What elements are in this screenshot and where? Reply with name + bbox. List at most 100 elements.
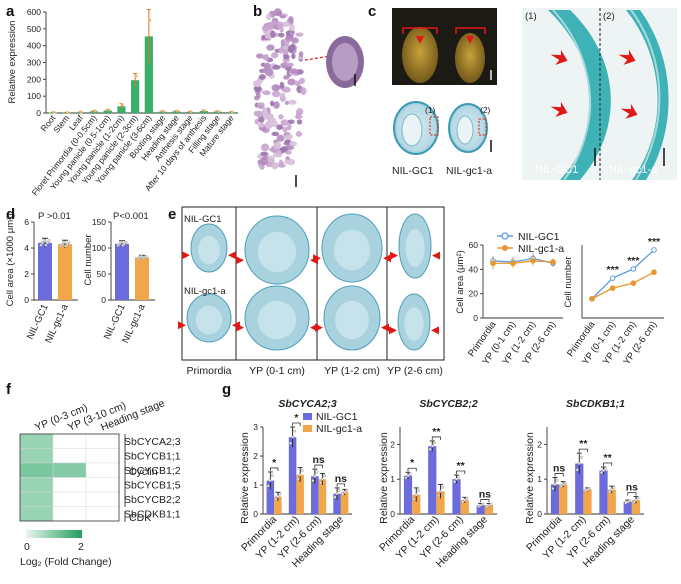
panel-e-col-label-1: Primordia [187,365,232,377]
panel-f-row-label: SbCYCB1;5 [124,480,181,492]
panel-g-point [268,479,272,483]
panel-g-bar [575,463,584,514]
panel-b-cell [278,159,284,168]
panel-g-bar [460,500,469,514]
panel-g-ytick-label: 1 [253,480,258,490]
panel-b-cell [279,81,285,89]
panel-f-cell [52,433,87,449]
panel-g-point [428,447,432,451]
panel-e-arrow [390,251,398,260]
panel-b-cell [270,52,279,59]
panel-d-ytick-label: 4 [24,243,29,253]
panel-g-point [636,496,640,500]
panel-f-row-label: SbCYCB2;2 [124,494,181,506]
panel-g-sig-label: ** [432,426,441,438]
panel-b-cell [255,53,264,59]
panel-b-cell [287,119,295,125]
panel-label-a: a [6,3,15,20]
panel-b-cell [287,45,294,53]
panel-c-zoom-idx-2: (2) [603,11,615,22]
panel-f-cell [85,477,120,493]
panel-f-heatmap: SbCYCA2;3 SbCYCB1;1 SbCYCB1;2 SbCYCB1;5 SbCY… [19,397,181,568]
panel-e-number-star: *** [648,236,661,248]
panel-c-zoom-idx-1: (1) [525,11,537,22]
panel-b-cell [271,162,279,170]
panel-d-ytick-label: 0 [101,295,106,305]
panel-e-area-ytick-label: 60 [469,240,479,250]
panel-g-ytick-label: 1 [537,474,542,484]
panel-g-point [632,500,636,504]
panel-d-point [47,239,51,242]
panel-b-cell [295,32,304,37]
panel-e-arrow [178,321,186,330]
panel-b-cell [281,21,291,28]
panel-f-cell [52,506,87,522]
panel-e-arrow [389,326,397,335]
panel-a-bar [103,110,112,113]
panel-g-bar [333,493,341,514]
panel-f-cell [85,506,120,522]
panel-b-cell [284,159,290,165]
panel-d-bar-charts: Cell area (×1000 μm²) P >0.01 0246NIL-GC… [5,211,155,345]
panel-b-cell [270,21,277,25]
panel-g-ylabel-3: Relative expression [524,432,536,524]
panel-e-col-label-3: YP (1-2 cm) [324,365,380,377]
panel-label-e: e [168,206,176,223]
panel-b-cell [279,14,287,19]
panel-b-cell [295,131,303,137]
panel-f-colorbar [26,530,82,538]
panel-b-cell [283,54,290,60]
panel-b-cell [253,85,262,93]
panel-f-group-cdk: CDK [129,512,151,524]
panel-e-area-ylabel: Cell area (μm²) [455,250,466,314]
panel-a-bar [199,110,208,113]
panel-g-ytick-label: 0 [390,509,395,519]
panel-g-ytick-label: 0 [537,509,542,519]
panel-g-bar [318,479,327,514]
panel-g-point [416,489,420,493]
panel-g-sig-bracket [269,467,279,471]
panel-b-cell [288,16,294,23]
panel-c-grain-gc1a [455,33,485,83]
panel-b-cell [273,8,282,17]
panel-g-point [563,481,567,485]
panel-b-cell [269,100,275,107]
panel-d-point [144,254,148,258]
panel-d-bar [135,257,149,300]
panel-b-cell [280,119,289,126]
panel-b-cell [278,32,285,38]
panel-g-point [276,495,280,499]
panel-g-point [489,502,493,506]
panel-d-point [124,240,128,244]
panel-g-point [551,487,555,491]
panel-a-point [93,109,97,113]
panel-g-sig-label: ns [626,482,638,494]
panel-e-area-ytick-label: 40 [469,264,479,274]
panel-a-point [230,110,234,114]
panel-b-cell [276,134,285,142]
panel-f-legend-min: 0 [24,541,30,553]
panel-e-number-star: *** [607,264,620,276]
panel-b-cell [288,99,297,105]
panel-b-cell [266,44,275,51]
panel-d-point [139,254,143,258]
panel-b-cell [282,86,291,93]
panel-g-sig-bracket [407,467,417,472]
panel-b-cell [257,122,266,128]
panel-b-cell [261,143,270,152]
panel-b-cell [256,102,265,108]
panel-g-ylabel-2: Relative expression [378,432,390,524]
panel-g-bar [274,496,282,514]
panel-d-point [39,243,43,247]
panel-g-bar [623,501,632,514]
panel-f-cell [85,462,120,478]
panel-g-point [602,469,605,472]
panel-e-area-point [550,259,556,265]
panel-g-legend-swatch-gc1 [303,413,312,420]
panel-b-cell [278,114,284,120]
panel-g-sig-bracket [456,470,466,475]
panel-g-sig-label: ns [553,462,565,474]
panel-g-ytick-label: 1 [390,474,395,484]
